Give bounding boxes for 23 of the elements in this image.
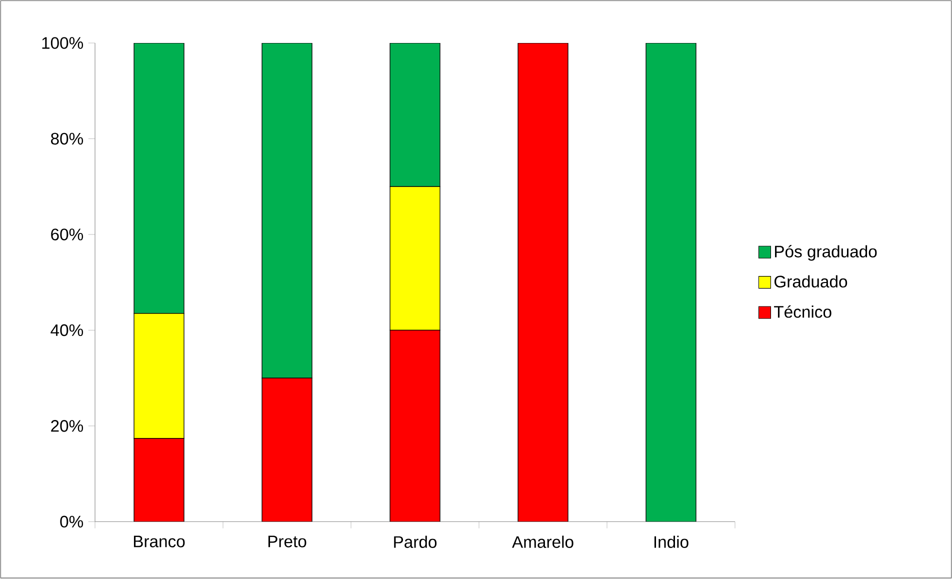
bar [262, 43, 312, 379]
legend-label: Pós graduado [775, 245, 877, 261]
bar [390, 186, 440, 331]
bar [646, 43, 696, 522]
bar [390, 330, 440, 522]
y-tick-label: 40% [50, 324, 84, 336]
bar [134, 43, 184, 314]
bar [262, 378, 312, 522]
y-tick-label: 0% [60, 516, 84, 528]
x-tick-label: Branco [134, 536, 185, 548]
x-tick-label: Indio [654, 536, 688, 548]
y-tick-label: 20% [51, 420, 84, 432]
y-tick-label: 80% [51, 133, 84, 145]
bar [390, 43, 440, 188]
legend-label: Graduado [774, 275, 848, 288]
x-tick-label: Amarelo [512, 536, 574, 548]
x-tick-label: Preto [268, 536, 306, 548]
y-tick-label: 60% [51, 228, 84, 241]
x-tick-label: Pardo [394, 536, 437, 548]
bar [518, 43, 568, 522]
y-tick-label: 100% [42, 37, 84, 50]
legend-label: Técnico [774, 306, 832, 318]
bar [134, 438, 184, 522]
